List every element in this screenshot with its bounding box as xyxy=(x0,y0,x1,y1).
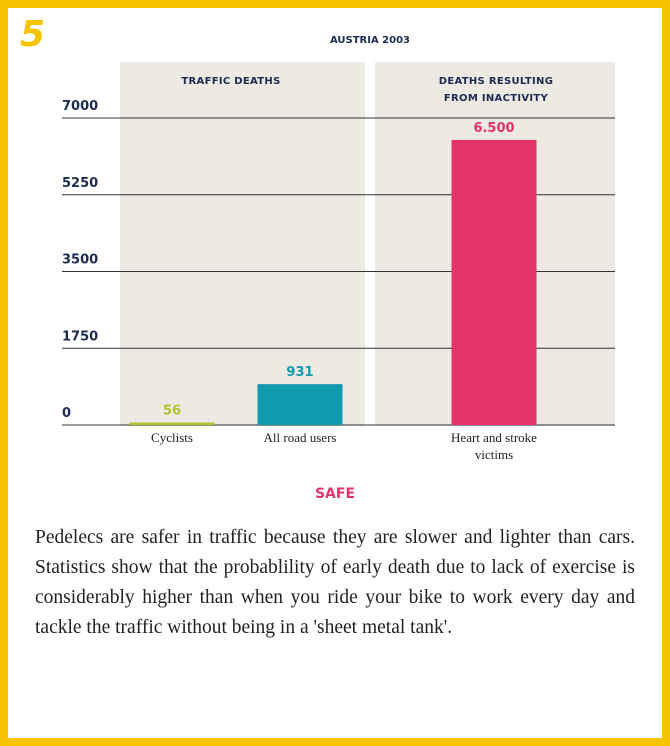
value-label: 56 xyxy=(163,404,181,419)
x-tick-label: All road users xyxy=(263,430,337,445)
panel xyxy=(120,62,365,426)
value-label: 6.500 xyxy=(473,121,514,136)
bar xyxy=(451,139,537,425)
heading: SAFE xyxy=(314,486,356,502)
y-tick-label: 7000 xyxy=(62,99,98,114)
body-text: Pedelecs are safer in traffic because th… xyxy=(35,527,635,638)
bar xyxy=(129,422,215,425)
x-tick-label: Heart and stroke victims xyxy=(451,430,537,462)
y-tick-label: 0 xyxy=(62,406,71,421)
value-label: 931 xyxy=(286,365,313,380)
bar xyxy=(257,384,343,425)
group-label: TRAFFIC DEATHS xyxy=(181,76,281,87)
group-label: DEATHS RESULTING FROM INACTIVITY xyxy=(438,76,554,104)
figure-number: 5 xyxy=(20,14,46,55)
x-tick-label: Cyclists xyxy=(151,430,193,445)
y-tick-label: 1750 xyxy=(62,329,98,344)
y-tick-label: 5250 xyxy=(62,176,98,191)
y-tick-label: 3500 xyxy=(62,253,98,268)
chart-title: AUSTRIA 2003 xyxy=(330,35,410,46)
